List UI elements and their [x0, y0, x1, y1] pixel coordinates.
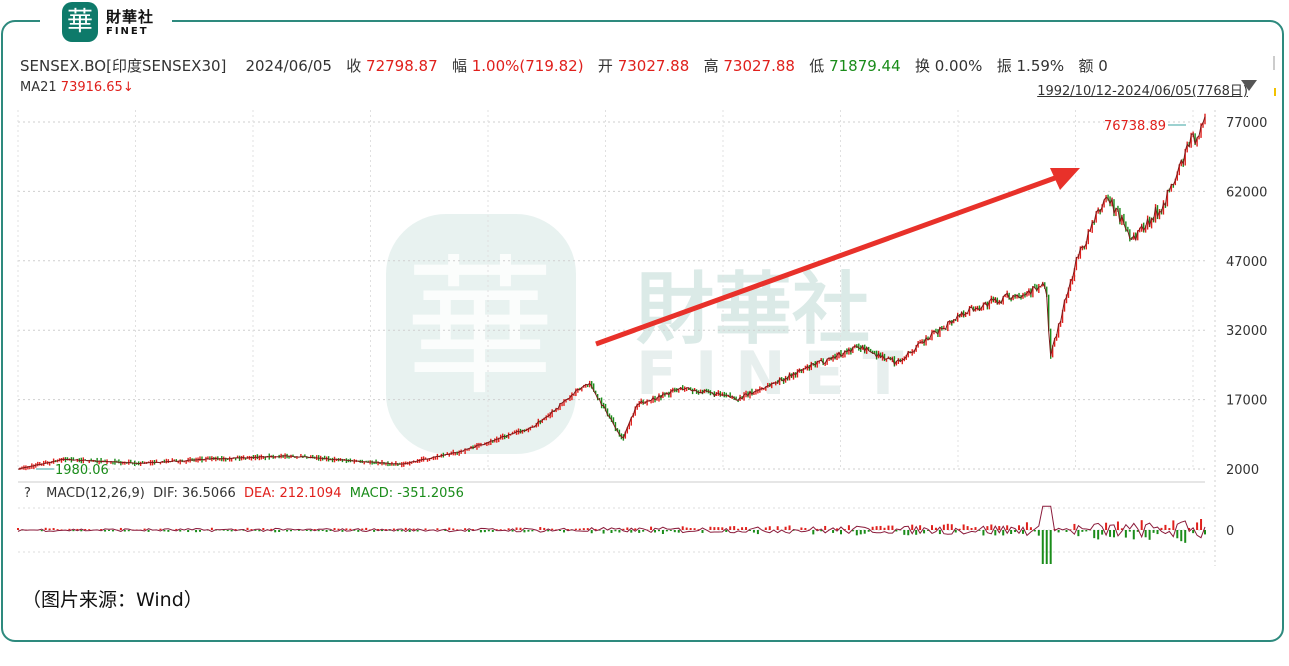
ma-value: 73916.65↓: [60, 80, 134, 95]
macd-histogram: [17, 518, 1206, 564]
price-axis: 77000 62000 47000 32000 17000 2000: [1226, 116, 1267, 478]
price-line: [17, 116, 1206, 470]
indicator-marker: [1274, 88, 1276, 96]
open-value: 73027.88: [617, 57, 690, 75]
y-tick-label: 2000: [1226, 463, 1259, 478]
dea-value: 212.1094: [279, 486, 342, 501]
logo-en-text: FINET: [106, 26, 149, 37]
help-icon[interactable]: ?: [24, 486, 31, 501]
open-label: 开: [597, 57, 613, 75]
amplitude-label: 振: [996, 57, 1012, 75]
max-price-label: 76738.89: [1104, 119, 1166, 134]
macd-value: -351.2056: [397, 486, 464, 501]
high-value: 73027.88: [723, 57, 795, 75]
quote-date: 2024/06/05: [245, 57, 332, 75]
high-label: 高: [703, 57, 719, 75]
trend-arrow-head: [1050, 168, 1080, 190]
watermark-cn-text: 財華社: [636, 265, 870, 355]
finet-logo-icon: 華: [62, 2, 98, 42]
source-caption: （图片来源：Wind）: [22, 589, 203, 611]
logo-cn-text: 財華社: [106, 8, 155, 26]
low-value: 71879.44: [829, 57, 901, 75]
range-dropdown-icon[interactable]: [1241, 80, 1257, 91]
macd-header: ? MACD(12,26,9) DIF: 36.5066 DEA: 212.10…: [24, 486, 464, 501]
turnover-label: 换: [914, 57, 930, 75]
watermark-en-text: FINET: [636, 339, 921, 409]
dea-label: DEA:: [244, 486, 276, 501]
quote-header: SENSEX.BO[印度SENSEX30] 2024/06/05 收 72798…: [20, 55, 1108, 76]
scroll-marker: [1273, 56, 1275, 70]
close-value: 72798.87: [366, 57, 438, 75]
y-tick-label: 32000: [1226, 324, 1267, 339]
y-tick-label: 17000: [1226, 394, 1267, 409]
price-candles: [19, 113, 1206, 471]
amount-value: 0: [1098, 57, 1108, 75]
dif-value: 36.5066: [181, 486, 236, 501]
date-range-selector[interactable]: 1992/10/12-2024/06/05(7768日): [1037, 84, 1248, 99]
y-tick-label: 77000: [1226, 116, 1267, 131]
amount-label: 额: [1078, 57, 1094, 75]
price-grid: [17, 110, 1216, 566]
watermark-mark-text: 華: [405, 242, 555, 416]
watermark-logo-icon: [386, 214, 576, 454]
ma-label: MA21: [20, 80, 57, 95]
y-tick-label: 62000: [1226, 185, 1267, 200]
amplitude-value: 1.59%: [1016, 57, 1065, 75]
close-label: 收: [346, 57, 362, 75]
dif-label: DIF:: [153, 486, 178, 501]
macd-dif-line: [17, 505, 1206, 539]
change-label: 幅: [451, 57, 467, 75]
trend-arrow-line: [595, 171, 1067, 347]
low-label: 低: [809, 57, 825, 75]
macd-label: MACD(12,26,9): [46, 486, 145, 501]
macd-value-label: MACD:: [349, 486, 394, 501]
y-tick-label: 47000: [1226, 255, 1267, 270]
min-price-label: 1980.06: [55, 463, 109, 478]
chart-frame: [1, 20, 1284, 642]
trend-arrow: [595, 168, 1080, 347]
change-value: 1.00%(719.82): [471, 57, 584, 75]
ma-indicator: MA21 73916.65↓: [20, 80, 134, 95]
watermark: 華 財華社 FINET: [386, 214, 921, 454]
turnover-value: 0.00%: [934, 57, 983, 75]
macd-zero-label: 0: [1226, 524, 1234, 539]
symbol-name: SENSEX.BO[印度SENSEX30]: [20, 57, 227, 75]
